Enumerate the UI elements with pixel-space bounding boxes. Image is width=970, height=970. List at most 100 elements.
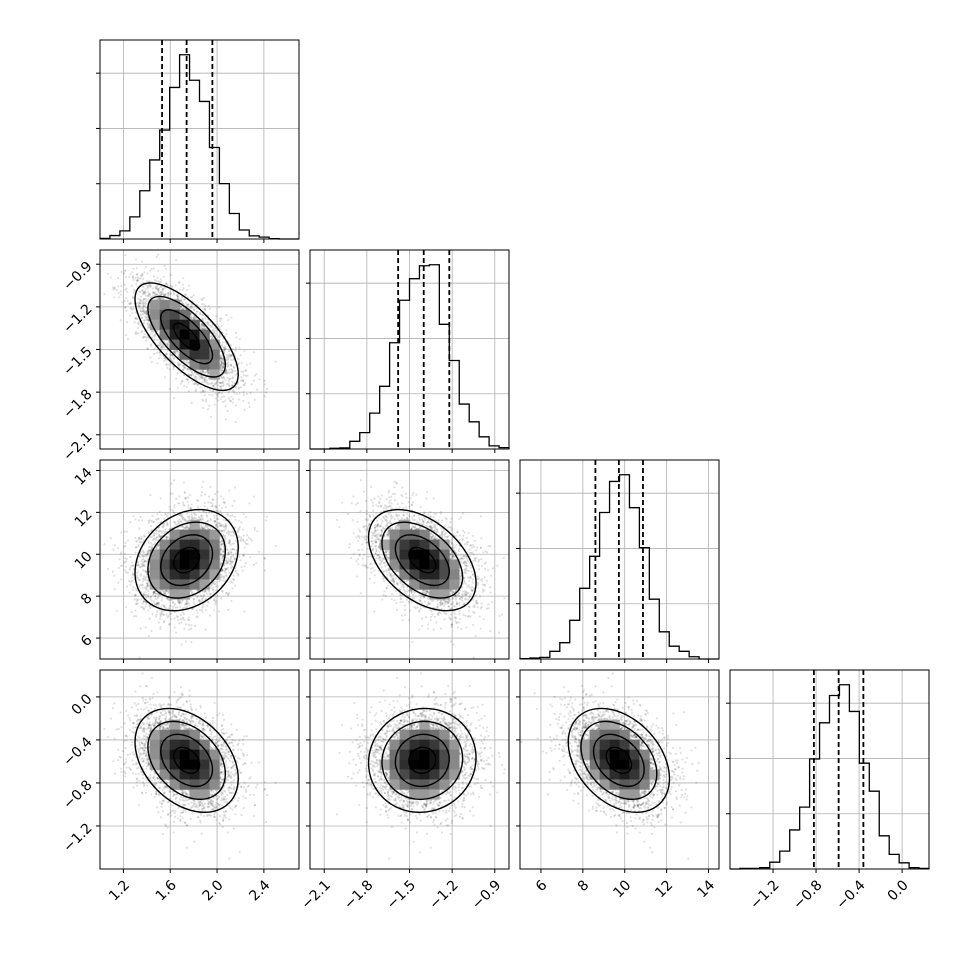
sample-point: [131, 561, 134, 564]
sample-point: [219, 328, 222, 331]
sample-point: [230, 358, 233, 361]
sample-point: [141, 563, 145, 567]
sample-point: [177, 355, 180, 358]
sample-point: [128, 591, 131, 594]
sample-point: [222, 383, 225, 386]
sample-point: [242, 370, 245, 373]
sample-point: [140, 537, 143, 541]
contour-1: [160, 309, 214, 365]
sample-point: [225, 332, 228, 336]
sample-point: [132, 291, 135, 294]
sample-point: [219, 317, 222, 320]
sample-point: [141, 605, 144, 609]
sample-point: [202, 370, 205, 374]
sample-point: [142, 304, 145, 307]
sample-point: [152, 291, 155, 294]
sample-point: [162, 346, 165, 349]
sample-point: [228, 389, 231, 392]
sample-point: [225, 363, 229, 366]
sample-point: [147, 593, 150, 596]
sample-point: [159, 340, 162, 343]
sample-point: [145, 279, 149, 283]
sample-point: [139, 313, 142, 316]
sample-point: [149, 284, 152, 287]
sample-point: [213, 330, 216, 334]
sample-point: [220, 557, 223, 560]
sample-point: [224, 371, 227, 374]
sample-point: [226, 358, 229, 361]
sample-point: [142, 299, 145, 302]
sample-point: [130, 307, 133, 310]
sample-point: [240, 379, 243, 382]
sample-point: [230, 371, 233, 374]
sample-point: [202, 406, 205, 410]
sample-point: [138, 301, 141, 305]
sample-point: [205, 369, 209, 373]
sample-point: [212, 390, 215, 393]
sample-point: [175, 294, 178, 297]
sample-point: [137, 297, 140, 300]
sample-point: [119, 319, 122, 322]
sample-point: [221, 380, 224, 383]
sample-point: [216, 490, 219, 493]
sample-point: [173, 356, 176, 359]
sample-point: [256, 530, 259, 533]
sample-point: [163, 264, 166, 268]
sample-point: [182, 287, 185, 290]
sample-point: [147, 326, 150, 329]
sample-point: [201, 322, 204, 326]
sample-point: [172, 292, 176, 295]
sample-point: [227, 361, 230, 364]
sample-point: [244, 369, 248, 373]
sample-point: [126, 338, 130, 341]
sample-point: [177, 364, 180, 367]
sample-point: [176, 294, 179, 297]
sample-point: [247, 401, 251, 404]
sample-point: [156, 338, 159, 342]
sample-point: [134, 609, 137, 612]
sample-point: [157, 544, 160, 548]
density-cell: [199, 349, 210, 360]
sample-point: [222, 346, 226, 349]
sample-point: [203, 308, 207, 311]
sample-point: [159, 298, 163, 301]
sample-point: [116, 277, 120, 280]
sample-point: [180, 298, 183, 301]
sample-point: [242, 399, 245, 402]
sample-point: [140, 329, 144, 333]
sample-point: [132, 586, 135, 589]
sample-point: [186, 367, 189, 371]
sample-point: [162, 293, 165, 296]
sample-point: [176, 520, 179, 523]
sample-point: [176, 298, 179, 301]
sample-point: [124, 288, 127, 291]
sample-point: [120, 293, 123, 296]
sample-point: [174, 610, 177, 614]
sample-point: [222, 518, 225, 521]
sample-point: [147, 548, 150, 552]
sample-point: [182, 307, 185, 310]
sample-point: [243, 349, 246, 352]
sample-point: [224, 574, 228, 577]
sample-point: [140, 316, 143, 320]
sample-point: [155, 546, 158, 549]
sample-point: [173, 397, 176, 400]
sample-point: [233, 486, 237, 489]
sample-point: [213, 520, 216, 523]
sample-point: [196, 595, 199, 599]
sample-point: [143, 336, 146, 339]
sample-point: [252, 351, 255, 354]
sample-point: [143, 551, 146, 554]
sample-point: [143, 310, 146, 314]
sample-point: [204, 317, 207, 320]
contour-3: [134, 282, 239, 392]
sample-point: [194, 375, 197, 378]
sample-point: [128, 302, 131, 306]
sample-point: [138, 537, 141, 540]
sample-point: [144, 311, 148, 314]
sample-point: [137, 519, 140, 522]
sample-point: [119, 552, 122, 556]
sample-point: [135, 598, 139, 601]
sample-point: [169, 353, 172, 357]
sample-point: [157, 536, 160, 539]
